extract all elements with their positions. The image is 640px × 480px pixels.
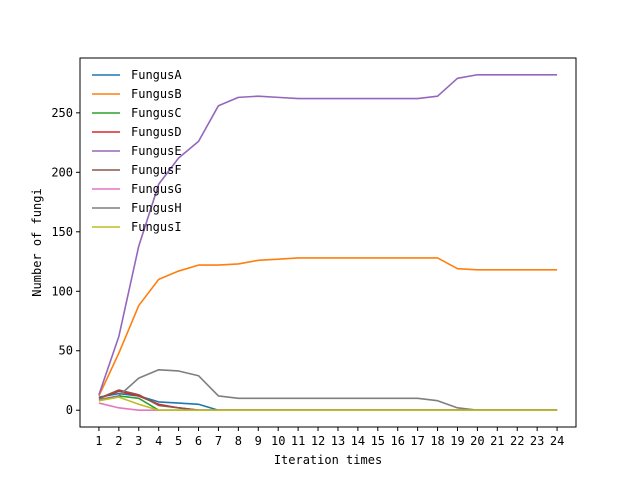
legend-entry: FungusF bbox=[131, 163, 182, 177]
series-line-fungush bbox=[98, 368, 558, 412]
x-tick-label: 3 bbox=[135, 434, 142, 448]
x-tick-label: 9 bbox=[255, 434, 262, 448]
legend-entry: FungusG bbox=[131, 182, 182, 196]
x-tick-label: 24 bbox=[550, 434, 564, 448]
x-tick-label: 1 bbox=[95, 434, 102, 448]
y-tick-label: 0 bbox=[66, 403, 73, 417]
x-tick-label: 22 bbox=[510, 434, 524, 448]
legend: FungusA FungusB FungusC FungusD FungusE Fungu… bbox=[92, 68, 182, 234]
x-axis-ticks: 1 2 3 4 5 6 7 8 9 10 11 12 13 14 15 16 17 18 19 20 21 22 23 24 bbox=[95, 427, 564, 448]
legend-entry: FungusC bbox=[131, 106, 182, 120]
y-tick-label: 250 bbox=[51, 106, 73, 120]
x-tick-label: 21 bbox=[490, 434, 504, 448]
x-tick-label: 10 bbox=[271, 434, 285, 448]
series-line-fungusf bbox=[98, 389, 558, 412]
x-tick-label: 2 bbox=[115, 434, 122, 448]
y-tick-label: 150 bbox=[51, 225, 73, 239]
x-tick-label: 14 bbox=[351, 434, 365, 448]
x-tick-label: 7 bbox=[215, 434, 222, 448]
legend-entry: FungusB bbox=[131, 87, 182, 101]
x-tick-label: 15 bbox=[371, 434, 385, 448]
x-tick-label: 5 bbox=[175, 434, 182, 448]
x-axis-label: Iteration times bbox=[274, 453, 382, 467]
x-tick-label: 13 bbox=[331, 434, 345, 448]
legend-entry: FungusH bbox=[131, 201, 182, 215]
x-tick-label: 23 bbox=[530, 434, 544, 448]
series-line-fungusd bbox=[98, 390, 558, 412]
x-tick-label: 4 bbox=[155, 434, 162, 448]
y-tick-label: 100 bbox=[51, 284, 73, 298]
y-axis-label: Number of fungi bbox=[30, 188, 44, 296]
series-line-fungusa bbox=[98, 392, 558, 412]
legend-entry: FungusI bbox=[131, 220, 182, 234]
legend-entry: FungusE bbox=[131, 144, 182, 158]
y-tick-label: 200 bbox=[51, 165, 73, 179]
x-tick-label: 12 bbox=[311, 434, 325, 448]
plot-frame bbox=[79, 57, 577, 428]
x-tick-label: 6 bbox=[195, 434, 202, 448]
y-axis-ticks: 0 50 100 150 200 250 bbox=[51, 106, 80, 417]
series-layer bbox=[98, 73, 558, 412]
x-tick-label: 16 bbox=[390, 434, 404, 448]
series-line-funguse bbox=[98, 73, 558, 396]
x-tick-label: 20 bbox=[470, 434, 484, 448]
x-tick-label: 11 bbox=[291, 434, 305, 448]
x-tick-label: 8 bbox=[235, 434, 242, 448]
legend-entry: FungusD bbox=[131, 125, 182, 139]
series-line-fungusi bbox=[98, 396, 558, 412]
legend-entry: FungusA bbox=[131, 68, 182, 82]
y-tick-label: 50 bbox=[59, 344, 73, 358]
x-tick-label: 19 bbox=[450, 434, 464, 448]
series-line-fungusb bbox=[98, 257, 558, 397]
x-tick-label: 18 bbox=[430, 434, 444, 448]
x-tick-label: 17 bbox=[410, 434, 424, 448]
